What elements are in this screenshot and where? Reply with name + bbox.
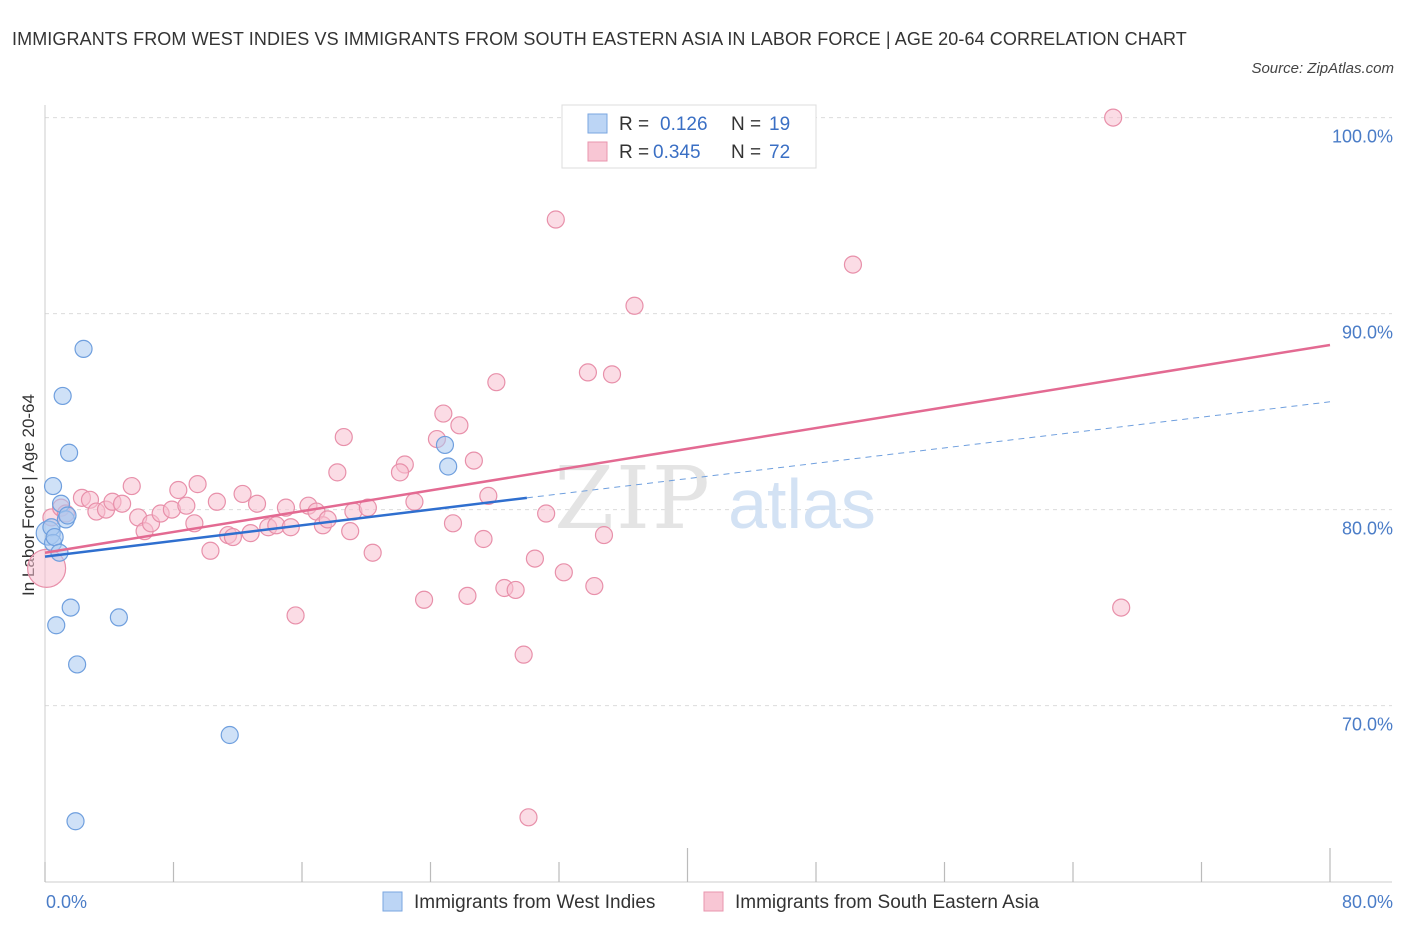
y-tick-label-0: 100.0% [1332,127,1393,147]
se-asia-point-24 [233,484,252,504]
y-tick-label-3: 70.0% [1342,715,1393,735]
legend-n-label-2: N = [731,142,761,163]
data-points [27,108,1131,831]
se-asia-point-58 [519,808,538,827]
legend-swatch-se-asia [587,141,608,162]
watermark: ZIP atlas [554,449,876,549]
se-asia-point-50 [458,586,477,605]
west-indies-trend-line [44,496,528,558]
west-indies-point-9 [74,339,93,358]
chart-title: IMMIGRANTS FROM WEST INDIES VS IMMIGRANT… [12,29,1187,49]
legend-r-label-2: R = [619,142,649,163]
west-indies-point-17 [66,812,85,831]
legend-r-value-1: 0.126 [660,114,708,135]
se-asia-trend-line [44,343,1331,554]
west-indies-point-16 [220,725,239,745]
se-asia-point-26 [247,494,267,513]
gridlines [45,117,1392,707]
se-asia-point-69 [843,255,863,274]
west-indies-trend-extension [526,401,1331,499]
west-indies-point-3 [45,527,64,547]
west-indies-point-7 [58,506,77,525]
bottom-legend-swatch-west-indies [382,891,403,912]
se-asia-point-57 [514,645,533,664]
se-asia-point-64 [585,576,604,596]
y-tick-label-1: 90.0% [1342,323,1393,343]
se-asia-point-39 [341,522,360,541]
west-indies-point-19 [439,457,458,476]
west-indies-point-4 [43,476,63,496]
se-asia-point-31 [286,606,305,625]
se-asia-point-44 [405,492,424,511]
se-asia-point-36 [328,463,347,482]
x-tick-label-0: 0.0% [46,892,87,912]
y-tick-labels: 100.0% 90.0% 80.0% 70.0% [1332,127,1393,735]
se-asia-point-53 [479,486,498,505]
watermark-atlas: atlas [728,465,876,543]
legend-n-value-2: 72 [769,142,790,163]
se-asia-point-63 [578,363,598,382]
se-asia-point-47 [434,404,453,423]
se-asia-point-43 [390,463,410,482]
y-axis-label: In Labor Force | Age 20-64 [19,394,38,596]
se-asia-point-16 [169,480,188,500]
se-asia-point-48 [443,514,463,533]
se-asia-point-10 [122,476,141,496]
se-asia-point-59 [525,549,545,568]
se-asia-point-17 [177,496,196,515]
se-asia-point-49 [450,416,469,435]
bottom-legend-label-se-asia: Immigrants from South Eastern Asia [735,892,1040,913]
se-asia-point-35 [318,510,337,529]
bottom-legend-label-west-indies: Immigrants from West Indies [414,892,655,913]
x-tick-labels: 0.0% 80.0% [46,892,1393,912]
se-asia-point-61 [546,210,565,229]
west-indies-point-15 [68,655,87,674]
se-asia-point-21 [207,492,226,511]
se-asia-point-23 [223,527,243,547]
trend-lines [44,343,1331,558]
se-asia-point-45 [414,590,434,609]
se-asia-point-54 [487,373,506,392]
x-tick-label-1: 80.0% [1342,892,1393,912]
se-asia-point-51 [464,451,483,470]
se-asia-point-71 [1112,598,1131,617]
stats-legend: R = 0.126 N = 19 R = 0.345 N = 72 [561,104,817,169]
bottom-legend-swatch-se-asia [703,891,724,912]
legend-r-value-2: 0.345 [653,142,701,163]
source-credit: Source: ZipAtlas.com [1251,60,1394,77]
legend-swatch-west-indies [587,113,608,134]
se-asia-point-56 [506,580,525,600]
se-asia-point-67 [625,296,644,315]
west-indies-point-12 [61,598,80,617]
se-asia-point-65 [594,525,614,545]
se-asia-point-70 [1104,108,1123,127]
west-indies-point-14 [109,608,128,627]
axes [44,105,1392,883]
west-indies-point-10 [53,386,72,406]
watermark-zip: ZIP [554,449,712,549]
west-indies-point-11 [59,443,79,462]
se-asia-point-66 [602,365,622,384]
se-asia-point-52 [474,529,493,549]
legend-r-label-1: R = [619,114,649,135]
se-asia-point-60 [537,504,556,523]
legend-n-label-1: N = [731,114,761,135]
west-indies-point-13 [47,616,66,635]
west-indies-point-18 [435,435,455,455]
se-asia-point-37 [334,427,353,447]
legend-n-value-1: 19 [769,114,790,135]
y-tick-label-2: 80.0% [1342,519,1393,539]
se-asia-point-9 [112,494,132,513]
se-asia-point-19 [188,475,207,494]
west-indies-point-8 [50,543,69,562]
se-asia-point-62 [554,563,573,582]
series-legend: Immigrants from West Indies Immigrants f… [382,891,1040,913]
se-asia-point-20 [201,541,220,560]
se-asia-point-41 [363,543,382,562]
